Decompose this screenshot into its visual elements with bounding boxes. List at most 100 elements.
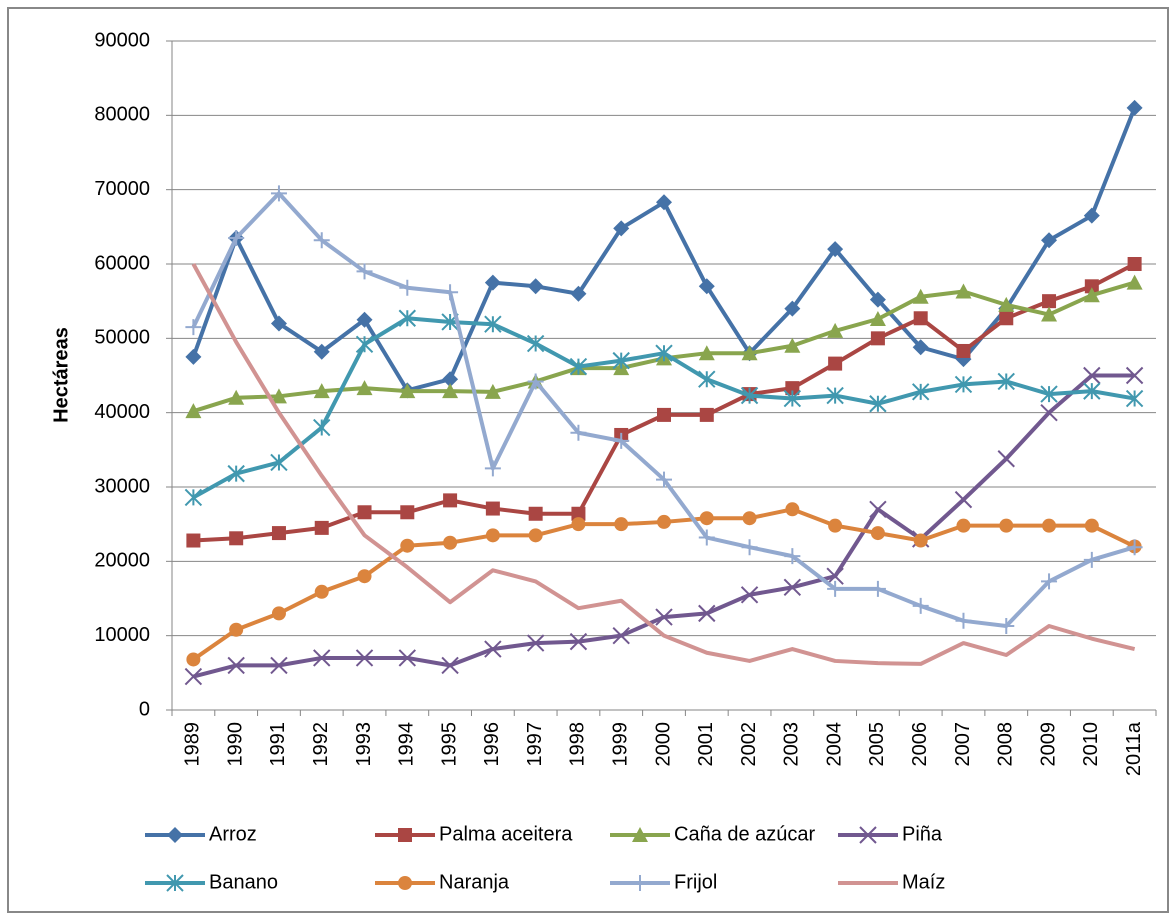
x-tick-label: 2003 [781, 722, 803, 767]
legend-label: Naranja [439, 871, 510, 893]
marker [313, 649, 331, 667]
marker [612, 626, 630, 645]
x-tick-label: 2007 [952, 722, 974, 767]
x-tick-label: 1996 [481, 722, 503, 767]
marker [827, 322, 844, 338]
marker [398, 649, 417, 667]
marker [954, 490, 973, 509]
marker [1040, 403, 1058, 422]
marker [528, 506, 543, 521]
x-tick-label: 2006 [909, 722, 931, 767]
marker [912, 288, 929, 304]
marker [485, 501, 500, 516]
marker [442, 284, 459, 301]
marker [484, 460, 501, 477]
marker [526, 634, 545, 652]
marker [400, 505, 415, 520]
y-tick-label: 70000 [94, 178, 150, 200]
marker [1083, 287, 1100, 303]
chart-border [7, 7, 1169, 913]
y-axis-label: Hectáreas [50, 327, 72, 423]
y-tick-label: 90000 [94, 29, 150, 51]
y-tick-label: 80000 [94, 104, 150, 126]
marker [828, 356, 843, 371]
series-line [191, 263, 1136, 666]
x-tick-label: 1990 [224, 722, 246, 767]
marker [826, 567, 844, 585]
marker [186, 652, 201, 667]
marker [271, 526, 286, 541]
marker [784, 548, 801, 565]
marker [869, 291, 886, 308]
marker [911, 383, 930, 401]
x-tick-label: 2002 [738, 722, 760, 767]
marker [741, 539, 758, 556]
legend-label: Palma aceitera [439, 823, 573, 845]
marker [1084, 279, 1099, 294]
marker [270, 315, 287, 332]
marker [955, 283, 972, 299]
marker [613, 220, 630, 237]
marker [999, 518, 1014, 533]
y-tick-label: 50000 [94, 327, 150, 349]
x-tick-label: 1989 [182, 722, 204, 767]
marker [314, 584, 329, 599]
legend-label: Maíz [902, 871, 945, 893]
marker [827, 580, 844, 597]
marker [632, 827, 648, 842]
marker [357, 569, 372, 584]
x-tick-label: 1995 [438, 722, 460, 767]
marker [184, 488, 203, 507]
marker [956, 518, 971, 533]
marker [827, 241, 844, 258]
marker [399, 383, 416, 399]
marker [698, 370, 716, 388]
x-tick-label: 1994 [396, 722, 418, 767]
marker [698, 345, 715, 361]
x-tick-label: 2011a [1123, 721, 1145, 776]
marker [869, 311, 886, 327]
marker [1125, 366, 1144, 385]
marker [785, 502, 800, 517]
marker [741, 345, 758, 361]
marker [484, 383, 501, 399]
marker [1041, 232, 1058, 249]
marker [698, 529, 715, 546]
marker [1040, 385, 1058, 403]
marker [571, 506, 586, 521]
x-tick-label: 2009 [1037, 722, 1059, 767]
marker [570, 285, 587, 302]
marker [632, 875, 648, 891]
marker [912, 339, 929, 356]
marker [228, 389, 245, 405]
marker [998, 618, 1015, 635]
marker [185, 403, 202, 419]
marker [484, 640, 502, 658]
marker [784, 337, 801, 353]
marker [570, 424, 587, 441]
marker [270, 388, 287, 404]
marker [355, 649, 374, 667]
legend-label: Frijol [674, 871, 717, 893]
marker [526, 334, 545, 353]
marker [398, 876, 412, 890]
marker [229, 622, 244, 637]
marker [612, 351, 630, 370]
marker [997, 450, 1015, 468]
marker [442, 371, 459, 388]
marker [527, 373, 544, 390]
marker [656, 194, 672, 211]
marker [742, 511, 757, 526]
marker [184, 667, 203, 686]
marker [1083, 366, 1101, 385]
x-tick-label: 2000 [652, 722, 674, 767]
marker [442, 383, 459, 399]
marker [999, 311, 1014, 326]
marker [1127, 257, 1142, 271]
x-tick-label: 1993 [353, 722, 375, 767]
marker [400, 538, 415, 553]
marker [1083, 551, 1100, 568]
marker [655, 344, 673, 362]
marker [528, 528, 543, 543]
marker [229, 531, 244, 546]
